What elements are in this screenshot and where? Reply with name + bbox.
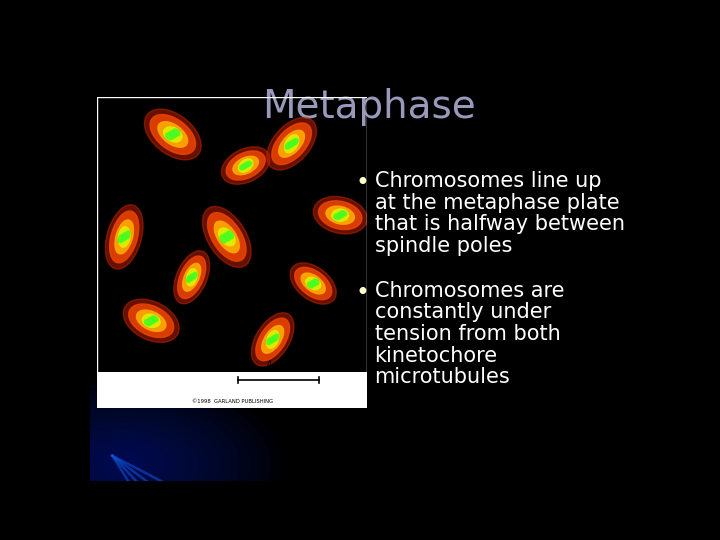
Ellipse shape <box>318 201 362 230</box>
Ellipse shape <box>145 320 151 326</box>
Ellipse shape <box>313 279 319 285</box>
Text: 4  μm: 4 μm <box>267 360 289 369</box>
Ellipse shape <box>158 122 188 147</box>
Ellipse shape <box>118 235 124 243</box>
Ellipse shape <box>202 206 251 267</box>
Ellipse shape <box>266 118 317 170</box>
Ellipse shape <box>306 278 320 289</box>
Ellipse shape <box>284 135 299 153</box>
Ellipse shape <box>289 140 294 147</box>
Ellipse shape <box>290 263 336 304</box>
Ellipse shape <box>169 131 176 138</box>
Ellipse shape <box>337 213 343 218</box>
Text: tension from both: tension from both <box>374 324 560 344</box>
Bar <box>97 372 367 408</box>
Ellipse shape <box>178 256 206 299</box>
Ellipse shape <box>192 272 197 279</box>
Ellipse shape <box>186 269 197 286</box>
Text: ©1998  GARLAND PUBLISHING: ©1998 GARLAND PUBLISHING <box>192 399 273 404</box>
Ellipse shape <box>226 151 265 180</box>
Ellipse shape <box>189 274 194 281</box>
Ellipse shape <box>148 318 155 324</box>
Ellipse shape <box>224 233 230 241</box>
Ellipse shape <box>115 220 133 254</box>
Ellipse shape <box>279 130 305 157</box>
Text: that is halfway between: that is halfway between <box>374 214 624 234</box>
Ellipse shape <box>174 251 210 304</box>
Ellipse shape <box>285 142 292 149</box>
Ellipse shape <box>109 211 139 263</box>
Ellipse shape <box>246 161 251 166</box>
Ellipse shape <box>150 114 196 154</box>
Ellipse shape <box>207 213 246 261</box>
Text: •: • <box>355 171 369 195</box>
Ellipse shape <box>238 159 253 172</box>
Ellipse shape <box>334 214 341 220</box>
Ellipse shape <box>137 310 166 332</box>
Ellipse shape <box>118 227 130 247</box>
Ellipse shape <box>186 275 192 282</box>
Ellipse shape <box>151 316 158 322</box>
Ellipse shape <box>240 165 246 170</box>
Ellipse shape <box>233 156 258 175</box>
Ellipse shape <box>307 282 313 288</box>
Ellipse shape <box>166 133 173 140</box>
Ellipse shape <box>105 205 143 269</box>
Ellipse shape <box>262 326 284 353</box>
Ellipse shape <box>173 129 180 136</box>
Ellipse shape <box>340 211 346 216</box>
Ellipse shape <box>143 314 160 327</box>
Ellipse shape <box>219 228 235 246</box>
Ellipse shape <box>266 330 279 348</box>
Ellipse shape <box>145 109 201 160</box>
Text: Chromosomes are: Chromosomes are <box>374 280 564 301</box>
Text: Metaphase: Metaphase <box>262 87 476 126</box>
Ellipse shape <box>301 273 325 294</box>
Ellipse shape <box>332 209 348 221</box>
Text: constantly under: constantly under <box>374 302 551 322</box>
Ellipse shape <box>163 127 182 142</box>
Ellipse shape <box>326 206 354 224</box>
Ellipse shape <box>243 163 248 168</box>
Ellipse shape <box>310 281 316 286</box>
Ellipse shape <box>215 221 239 253</box>
Ellipse shape <box>129 304 174 338</box>
Ellipse shape <box>227 231 233 239</box>
Ellipse shape <box>123 299 179 342</box>
Text: spindle poles: spindle poles <box>374 236 512 256</box>
Text: Chromosomes line up: Chromosomes line up <box>374 171 601 191</box>
Ellipse shape <box>125 231 130 239</box>
Ellipse shape <box>256 318 289 361</box>
Ellipse shape <box>273 334 279 341</box>
Ellipse shape <box>183 264 201 291</box>
Ellipse shape <box>294 267 332 300</box>
Ellipse shape <box>313 197 367 234</box>
Ellipse shape <box>220 235 227 243</box>
Ellipse shape <box>267 338 272 345</box>
Ellipse shape <box>270 336 276 343</box>
Ellipse shape <box>222 147 270 184</box>
Ellipse shape <box>251 313 294 366</box>
Ellipse shape <box>271 123 312 165</box>
Text: at the metaphase plate: at the metaphase plate <box>374 193 619 213</box>
Text: kinetochore: kinetochore <box>374 346 498 366</box>
Text: •: • <box>355 280 369 305</box>
Ellipse shape <box>122 233 127 241</box>
Text: microtubules: microtubules <box>374 367 510 387</box>
Ellipse shape <box>292 138 298 145</box>
